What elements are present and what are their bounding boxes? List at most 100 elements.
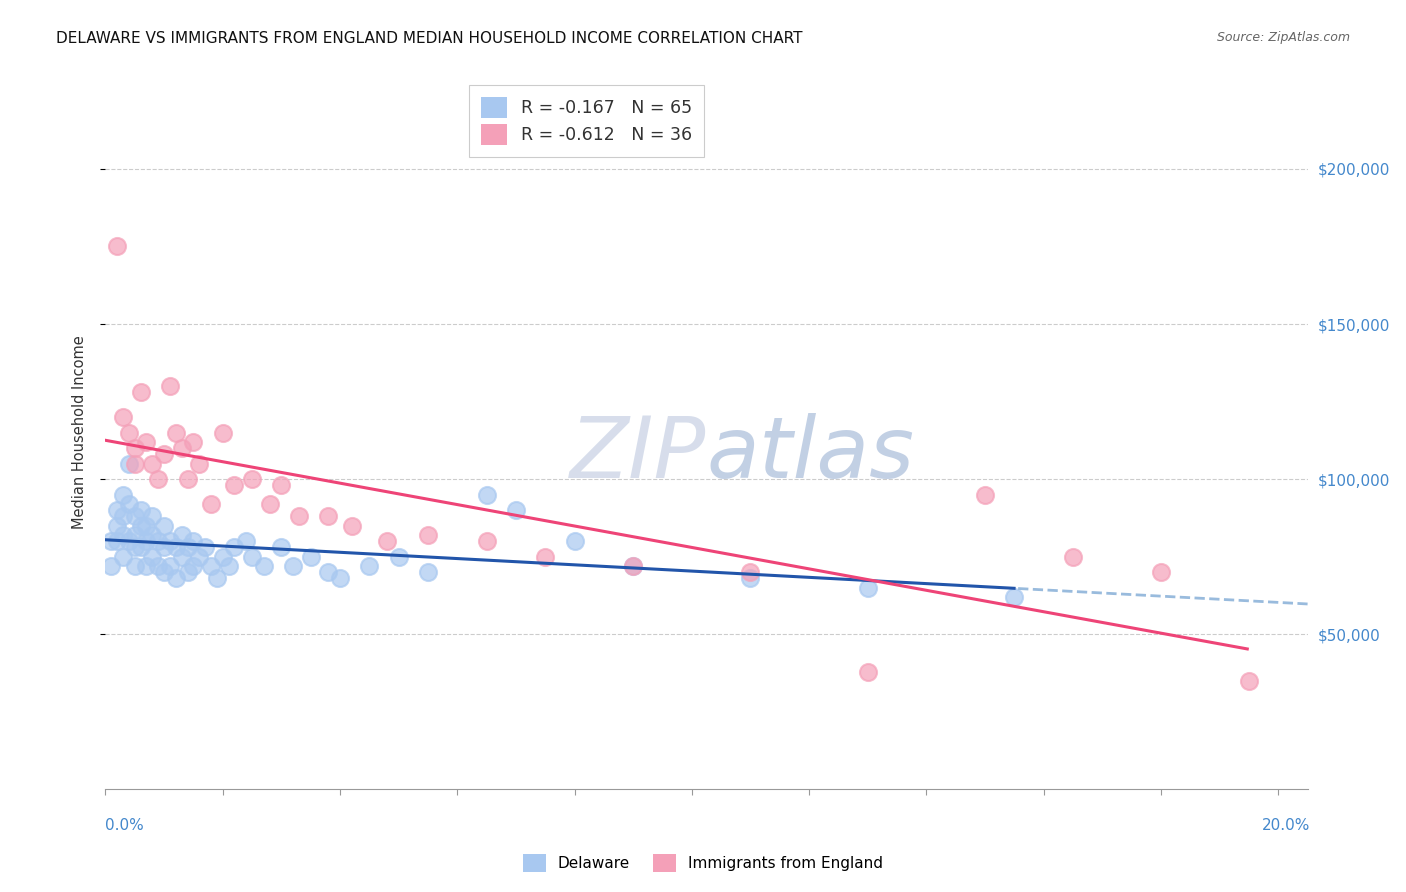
Point (1062, 549, 1084, 564)
Point (740, 571, 762, 585)
Point (240, 549, 263, 564)
Point (112, 528, 135, 542)
Point (475, 488, 498, 502)
Point (118, 425, 141, 440)
Point (135, 559, 157, 574)
Point (176, 566, 198, 580)
Point (105, 239, 128, 253)
Point (621, 559, 644, 574)
Point (974, 488, 997, 502)
Point (224, 478, 246, 492)
Point (176, 541, 198, 555)
Point (299, 549, 322, 564)
Point (159, 379, 181, 393)
Point (288, 509, 311, 524)
Point (183, 559, 205, 574)
Point (375, 534, 398, 549)
Point (329, 571, 352, 585)
Point (170, 528, 193, 542)
Point (129, 518, 152, 533)
Point (200, 497, 222, 511)
Point (740, 566, 762, 580)
Point (240, 472, 263, 486)
Point (124, 457, 146, 471)
Point (112, 509, 135, 524)
Point (100, 534, 122, 549)
Y-axis label: Median Household Income: Median Household Income (72, 335, 87, 530)
Point (105, 534, 128, 549)
Text: 0.0%: 0.0% (105, 818, 145, 832)
Point (1237, 673, 1260, 688)
Point (200, 559, 222, 574)
Point (253, 559, 276, 574)
Point (112, 488, 135, 502)
Point (141, 509, 163, 524)
Point (153, 566, 176, 580)
Point (475, 534, 498, 549)
Point (218, 559, 240, 574)
Point (141, 528, 163, 542)
Legend: R = -0.167   N = 65, R = -0.612   N = 36: R = -0.167 N = 65, R = -0.612 N = 36 (468, 85, 704, 157)
Point (118, 534, 141, 549)
Point (135, 434, 157, 449)
Point (416, 566, 439, 580)
Point (170, 441, 193, 455)
Point (183, 534, 205, 549)
Point (129, 385, 152, 400)
Text: 20.0%: 20.0% (1263, 818, 1310, 832)
Point (188, 549, 211, 564)
Point (165, 571, 187, 585)
Point (153, 447, 176, 461)
Point (388, 549, 411, 564)
Point (183, 434, 205, 449)
Point (205, 571, 228, 585)
Point (235, 534, 257, 549)
Text: atlas: atlas (707, 412, 914, 496)
Point (112, 410, 135, 425)
Point (1150, 566, 1173, 580)
Point (188, 457, 211, 471)
Point (211, 425, 233, 440)
Point (176, 472, 198, 486)
Point (135, 518, 157, 533)
Point (564, 534, 586, 549)
Point (124, 528, 146, 542)
Point (124, 509, 146, 524)
Point (856, 581, 879, 595)
Point (124, 559, 146, 574)
Point (856, 665, 879, 679)
Point (270, 478, 292, 492)
Point (359, 559, 381, 574)
Legend: Delaware, Immigrants from England: Delaware, Immigrants from England (515, 846, 891, 880)
Point (416, 528, 439, 542)
Point (118, 497, 141, 511)
Point (211, 549, 233, 564)
Point (153, 518, 176, 533)
Point (124, 541, 146, 555)
Text: Source: ZipAtlas.com: Source: ZipAtlas.com (1216, 31, 1350, 45)
Point (165, 541, 187, 555)
Point (118, 457, 141, 471)
Point (340, 518, 363, 533)
Point (194, 541, 217, 555)
Point (159, 534, 181, 549)
Point (148, 472, 170, 486)
Point (159, 559, 181, 574)
Point (259, 497, 281, 511)
Point (534, 549, 557, 564)
Point (148, 559, 170, 574)
Point (621, 559, 644, 574)
Point (165, 425, 187, 440)
Point (148, 534, 170, 549)
Point (105, 503, 128, 517)
Point (141, 549, 163, 564)
Point (224, 541, 246, 555)
Point (153, 541, 176, 555)
Point (129, 541, 152, 555)
Text: ZIP: ZIP (571, 412, 707, 496)
Point (141, 457, 163, 471)
Point (100, 559, 122, 574)
Point (505, 503, 527, 517)
Point (105, 518, 128, 533)
Point (112, 549, 135, 564)
